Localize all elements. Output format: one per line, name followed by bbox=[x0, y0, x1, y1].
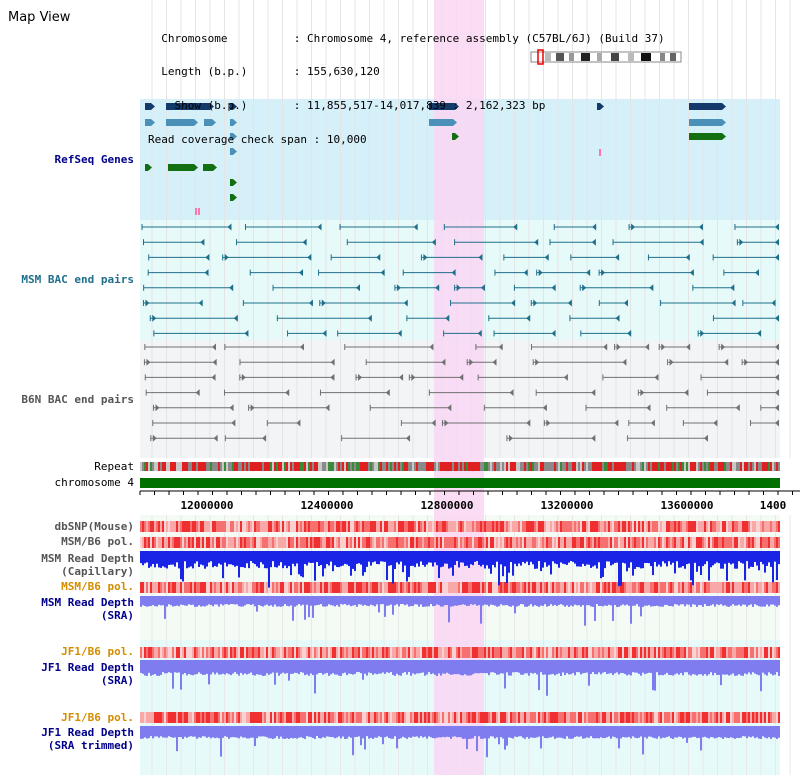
coverage-value: 10,000 bbox=[326, 133, 367, 147]
chromosome-ideogram bbox=[530, 51, 682, 63]
jf1-b6-pol-label: JF1/B6 pol. bbox=[61, 645, 134, 658]
b6n-bac-end-pairs bbox=[143, 343, 779, 442]
length-info-row: Length (b.p.) : 155,630,120 bbox=[161, 65, 380, 79]
show-info-row: Show (b.p.) : 11,855,517-14,017,839 : 2,… bbox=[161, 99, 546, 113]
chromosome-key: Chromosome bbox=[161, 31, 294, 45]
msm-b6-pol-sra-label: MSM/B6 pol. bbox=[61, 580, 134, 593]
position-axis bbox=[139, 490, 800, 495]
ideogram-position-marker bbox=[537, 49, 544, 65]
msm-b6-pol-sra-strip bbox=[140, 582, 780, 593]
jf1-b6-pol-strip bbox=[140, 647, 780, 658]
repeat-label: Repeat bbox=[94, 460, 134, 473]
page-title: Map View bbox=[8, 10, 71, 25]
jf1-read-depth-trimmed bbox=[140, 726, 780, 758]
msm-read-depth-sra-sublabel: (SRA) bbox=[100, 609, 134, 622]
chromosome-bar bbox=[140, 478, 780, 488]
msm-read-depth-sra bbox=[140, 596, 780, 626]
b6n-bac-label: B6N BAC end pairs bbox=[21, 393, 134, 406]
msm-read-depth-capillary bbox=[140, 551, 780, 588]
repeat-track bbox=[140, 462, 780, 471]
refseq-gene-features bbox=[145, 103, 726, 215]
coverage-key: Read coverage check span bbox=[148, 133, 307, 147]
jf1-b6-pol-trimmed-label: JF1/B6 pol. bbox=[61, 711, 134, 724]
jf1-read-depth-trimmed-label: JF1 Read Depth bbox=[41, 726, 134, 739]
axis-tick-label: 13600000 bbox=[661, 499, 714, 512]
axis-tick-label: 1400 bbox=[760, 499, 787, 512]
msm-read-depth-capillary-label: MSM Read Depth bbox=[41, 552, 134, 565]
msm-b6-pol-label: MSM/B6 pol. bbox=[61, 535, 134, 548]
jf1-read-depth-sra-sublabel: (SRA) bbox=[100, 674, 134, 687]
axis-tick-label: 13200000 bbox=[541, 499, 594, 512]
length-value: 155,630,120 bbox=[306, 65, 380, 79]
show-value: 11,855,517-14,017,839 : 2,162,323 bp bbox=[306, 99, 546, 113]
jf1-read-depth-trimmed-sublabel: (SRA trimmed) bbox=[47, 739, 134, 752]
show-key: Show (b.p.) bbox=[161, 99, 294, 113]
region-info-panel: Chromosome : Chromosome 4, reference ass… bbox=[148, 10, 665, 168]
msm-bac-label: MSM BAC end pairs bbox=[21, 273, 134, 286]
msm-read-depth-sra-label: MSM Read Depth bbox=[41, 596, 134, 609]
chromosome-track-label: chromosome 4 bbox=[54, 476, 134, 489]
jf1-read-depth-sra-label: JF1 Read Depth bbox=[41, 661, 134, 674]
selected-region-highlight bbox=[434, 0, 484, 775]
dbsnp-label: dbSNP(Mouse) bbox=[54, 520, 134, 533]
jf1-read-depth-sra bbox=[140, 660, 780, 696]
length-key: Length (b.p.) bbox=[161, 65, 294, 79]
msm-bac-end-pairs bbox=[141, 223, 779, 337]
chromosome-value: Chromosome 4, reference assembly (C57BL/… bbox=[306, 31, 665, 45]
chromosome-info-row: Chromosome : Chromosome 4, reference ass… bbox=[161, 31, 665, 45]
refseq-genes-label: RefSeq Genes bbox=[54, 153, 134, 166]
axis-tick-label: 12800000 bbox=[421, 499, 474, 512]
coverage-info-row: Read coverage check span : 10,000 bbox=[148, 133, 367, 147]
dbsnp-strip bbox=[140, 521, 780, 532]
axis-tick-label: 12400000 bbox=[301, 499, 354, 512]
msm-b6-pol-strip bbox=[140, 537, 780, 548]
axis-tick-labels: 12000000 12400000 12800000 13200000 13600000… bbox=[181, 499, 787, 512]
axis-tick-label: 12000000 bbox=[181, 499, 234, 512]
jf1-b6-pol-trimmed-strip bbox=[140, 712, 780, 723]
msm-read-depth-capillary-sublabel: (Capillary) bbox=[61, 565, 134, 578]
